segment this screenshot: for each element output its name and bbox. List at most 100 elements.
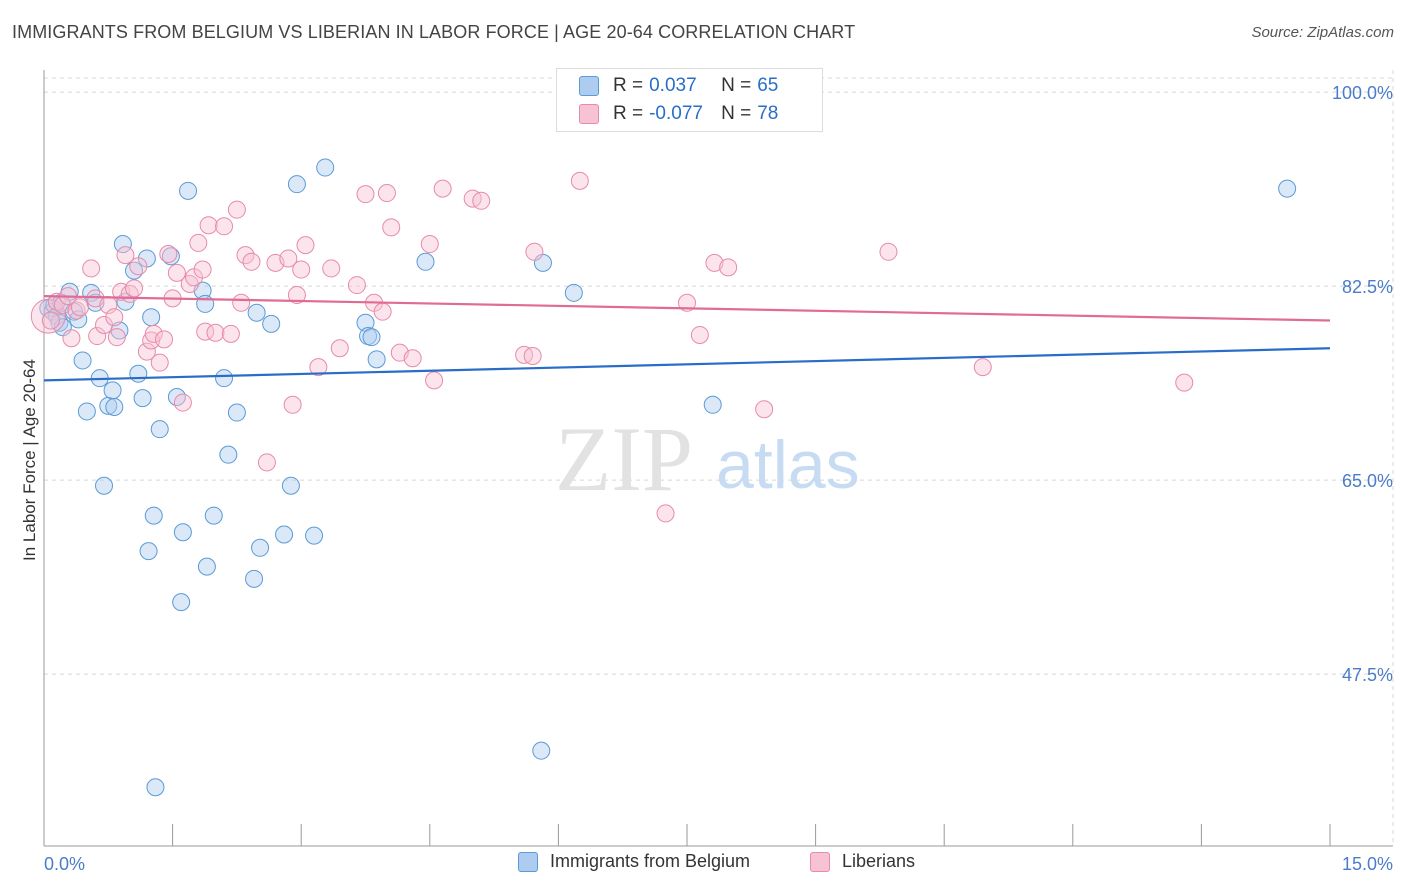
x-tick-label-max: 15.0% — [1342, 854, 1393, 874]
liberians-point — [82, 259, 101, 278]
belgium-point — [161, 247, 180, 266]
liberians-point — [105, 308, 124, 327]
belgium-point — [281, 476, 300, 495]
belgium-point — [144, 506, 163, 525]
belgium-point — [703, 395, 722, 414]
belgium-point — [197, 557, 216, 576]
legend-label-liberians: Liberians — [842, 851, 916, 871]
liberians-point — [221, 324, 240, 343]
belgium-point — [1278, 179, 1297, 198]
belgium-point — [287, 175, 306, 194]
belgium-point — [362, 328, 381, 347]
liberians-point — [322, 259, 341, 278]
legend-swatch-pink — [810, 851, 830, 872]
legend-r-label: R = — [613, 103, 644, 124]
legend-n-value: 65 — [757, 75, 779, 96]
liberians-point — [309, 358, 328, 377]
liberians-point — [373, 302, 392, 321]
liberians-point — [570, 171, 589, 190]
y-tick-label: 82.5% — [1342, 277, 1393, 297]
y-tick-label: 100.0% — [1332, 83, 1393, 103]
liberians-point — [472, 191, 491, 210]
stats-legend: R = 0.037 N = 65 R = -0.077 N = 78 — [556, 68, 823, 132]
legend-item-liberians[interactable]: Liberians — [810, 851, 915, 872]
x-tick-label-min: 0.0% — [44, 854, 85, 874]
watermark-atlas: atlas — [716, 427, 860, 503]
liberians-point — [356, 185, 375, 204]
belgium-point — [77, 402, 96, 421]
liberians-point — [425, 371, 444, 390]
belgium-point — [416, 252, 435, 271]
legend-label-belgium: Immigrants from Belgium — [550, 851, 751, 871]
liberians-point — [257, 453, 276, 472]
belgium-point — [150, 420, 169, 439]
liberians-point — [41, 311, 60, 330]
belgium-point — [139, 542, 158, 561]
belgium-point — [532, 741, 551, 760]
liberians-point — [377, 184, 396, 203]
liberians-point — [382, 218, 401, 237]
belgium-point — [113, 235, 132, 254]
liberians-point — [1175, 373, 1194, 392]
source-label: Source: ZipAtlas.com — [1251, 24, 1394, 41]
liberians-point — [199, 216, 218, 235]
legend-n-label: N = — [721, 75, 752, 96]
legend-item-belgium[interactable]: Immigrants from Belgium — [518, 851, 750, 872]
liberians-point — [690, 325, 709, 344]
legend-swatch-blue — [518, 851, 538, 872]
belgium-point — [196, 294, 215, 313]
y-tick-label: 65.0% — [1342, 471, 1393, 491]
liberians-point — [879, 242, 898, 261]
liberians-point — [287, 286, 306, 305]
legend-swatch-blue — [579, 76, 599, 96]
liberians-point — [403, 349, 422, 368]
belgium-point — [146, 778, 165, 797]
belgium-point — [247, 303, 266, 322]
watermark-zip: ZIP — [555, 408, 693, 510]
legend-row-belgium: R = 0.037 N = 65 — [579, 72, 778, 100]
belgium-point — [142, 308, 161, 327]
liberians-point — [129, 257, 148, 276]
liberians-point — [292, 260, 311, 279]
belgium-point — [95, 476, 114, 495]
liberians-point — [71, 298, 90, 317]
belgium-point — [316, 158, 335, 177]
liberians-trend-line — [43, 295, 1331, 322]
liberians-point — [755, 400, 774, 419]
liberians-point — [523, 347, 542, 366]
liberians-point — [525, 242, 544, 261]
liberians-point — [173, 393, 192, 412]
liberians-point — [420, 235, 439, 254]
liberians-point — [227, 200, 246, 219]
liberians-point — [347, 276, 366, 295]
liberians-point — [206, 323, 225, 342]
liberians-point — [242, 252, 261, 271]
belgium-point — [73, 351, 92, 370]
liberians-point — [433, 179, 452, 198]
liberians-point — [67, 301, 86, 320]
legend-r-label: R = — [613, 75, 644, 96]
liberians-point — [167, 263, 186, 282]
liberians-point — [232, 293, 251, 312]
liberians-point — [125, 279, 144, 298]
liberians-point — [159, 245, 178, 264]
chart-title: IMMIGRANTS FROM BELGIUM VS LIBERIAN IN L… — [12, 22, 856, 42]
legend-r-value: 0.037 — [649, 75, 697, 96]
y-tick-label: 47.5% — [1342, 665, 1393, 685]
belgium-trend-line — [43, 347, 1331, 382]
belgium-point — [105, 398, 124, 417]
liberians-point — [283, 395, 302, 414]
belgium-point — [305, 526, 324, 545]
liberians-point — [705, 253, 724, 272]
legend-n-value: 78 — [757, 103, 779, 124]
belgium-point — [275, 525, 294, 544]
liberians-point — [62, 329, 81, 348]
liberians-point — [144, 324, 163, 343]
liberians-point — [279, 249, 298, 268]
belgium-point — [219, 445, 238, 464]
liberians-point — [973, 358, 992, 377]
liberians-point — [193, 260, 212, 279]
liberians-point — [215, 217, 234, 236]
belgium-point — [172, 593, 191, 612]
